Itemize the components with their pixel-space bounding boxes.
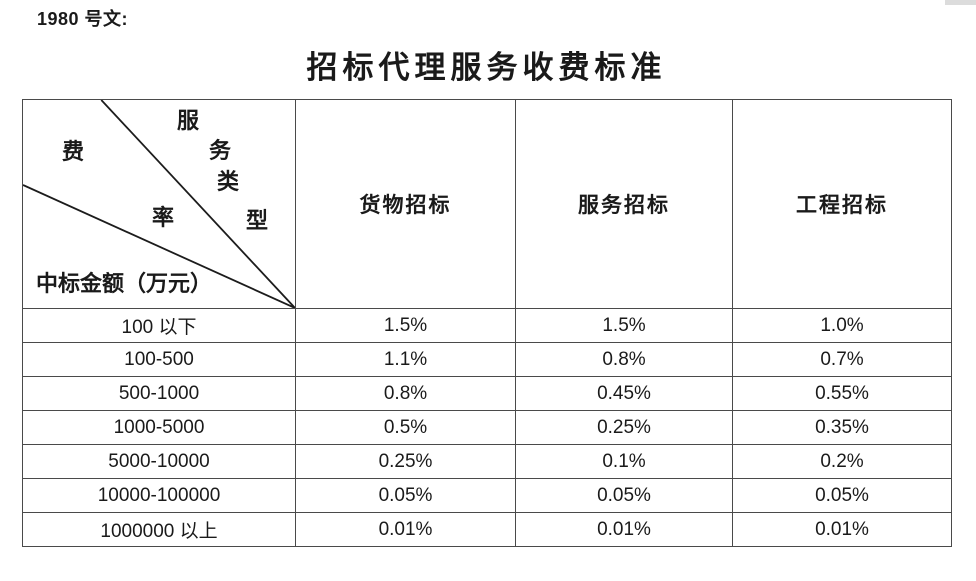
fee-cell: 0.7% [732, 342, 952, 377]
corner-rate-char: 率 [152, 205, 175, 230]
table-row: 10000-100000 0.05% 0.05% 0.05% [22, 478, 952, 513]
fee-cell: 0.45% [515, 376, 733, 411]
header-row: 服 务 类 型 费 率 中标金额（万元） 货物招标 服务招标 工程招标 [22, 99, 952, 309]
table-row: 100 以下 1.5% 1.5% 1.0% [22, 308, 952, 343]
column-header-goods-bidding: 货物招标 [295, 99, 516, 309]
amount-range-cell: 5000-10000 [22, 444, 296, 479]
corner-service-type-char: 型 [246, 208, 269, 233]
fee-cell: 0.2% [732, 444, 952, 479]
table-row: 1000000 以上 0.01% 0.01% 0.01% [22, 512, 952, 547]
column-header-service-bidding: 服务招标 [515, 99, 733, 309]
fee-cell: 0.25% [295, 444, 516, 479]
fee-cell: 0.05% [732, 478, 952, 513]
doc-number-label: 1980 号文: [37, 9, 129, 29]
fee-cell: 0.8% [515, 342, 733, 377]
fee-cell: 0.01% [515, 512, 733, 547]
amount-range-cell: 100-500 [22, 342, 296, 377]
fee-cell: 1.1% [295, 342, 516, 377]
corner-rate-char: 费 [62, 139, 85, 164]
amount-range-cell: 1000-5000 [22, 410, 296, 445]
diagonal-divider-lines [23, 100, 295, 308]
amount-range-cell: 500-1000 [22, 376, 296, 411]
fee-cell: 0.01% [732, 512, 952, 547]
table-row: 500-1000 0.8% 0.45% 0.55% [22, 376, 952, 411]
fee-cell: 0.35% [732, 410, 952, 445]
amount-range-cell: 10000-100000 [22, 478, 296, 513]
fee-cell: 0.1% [515, 444, 733, 479]
amount-range-cell: 100 以下 [22, 308, 296, 343]
fee-cell: 0.01% [295, 512, 516, 547]
fee-cell: 0.05% [295, 478, 516, 513]
fee-cell: 0.25% [515, 410, 733, 445]
table-row: 5000-10000 0.25% 0.1% 0.2% [22, 444, 952, 479]
corner-service-type-char: 务 [209, 138, 232, 163]
fee-cell: 1.5% [515, 308, 733, 343]
fee-cell: 1.0% [732, 308, 952, 343]
corner-service-type-char: 服 [177, 108, 200, 133]
fee-table: 服 务 类 型 费 率 中标金额（万元） 货物招标 服务招标 工程招标 100 … [22, 99, 952, 547]
column-header-works-bidding: 工程招标 [732, 99, 952, 309]
page-edge-artifact [945, 0, 976, 5]
amount-range-cell: 1000000 以上 [22, 512, 296, 547]
fee-cell: 1.5% [295, 308, 516, 343]
fee-cell: 0.5% [295, 410, 516, 445]
corner-service-type-char: 类 [217, 169, 240, 194]
fee-cell: 0.55% [732, 376, 952, 411]
page-title: 招标代理服务收费标准 [306, 50, 667, 85]
fee-cell: 0.8% [295, 376, 516, 411]
diagonal-header-cell: 服 务 类 型 费 率 中标金额（万元） [22, 99, 296, 309]
fee-cell: 0.05% [515, 478, 733, 513]
corner-row-axis-label: 中标金额（万元） [36, 271, 213, 296]
table-row: 100-500 1.1% 0.8% 0.7% [22, 342, 952, 377]
table-row: 1000-5000 0.5% 0.25% 0.35% [22, 410, 952, 445]
